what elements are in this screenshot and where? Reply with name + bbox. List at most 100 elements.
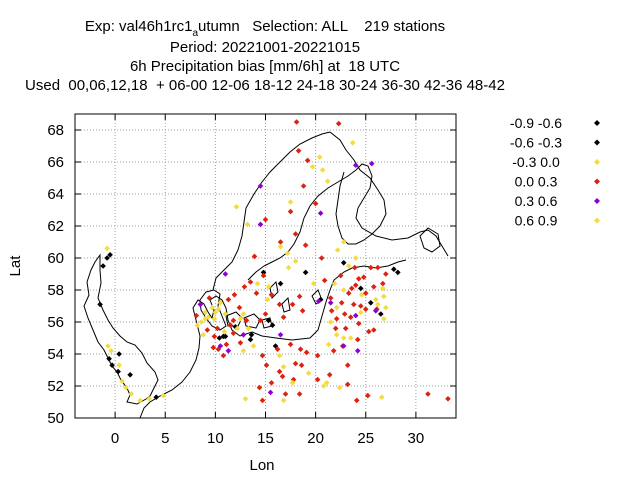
data-point xyxy=(250,343,257,349)
data-point xyxy=(357,309,364,316)
data-point xyxy=(345,290,352,296)
data-point xyxy=(355,276,362,282)
data-point xyxy=(330,348,337,354)
data-point xyxy=(262,311,269,317)
data-point xyxy=(116,351,122,357)
data-point xyxy=(236,304,243,311)
data-point xyxy=(242,396,249,402)
data-point xyxy=(324,178,331,184)
data-point xyxy=(216,335,223,341)
data-point xyxy=(353,397,360,404)
data-point xyxy=(349,140,356,146)
data-point xyxy=(321,277,328,284)
data-point xyxy=(304,157,311,164)
data-point xyxy=(287,199,294,205)
data-point xyxy=(127,372,133,378)
data-point xyxy=(352,312,359,319)
data-point xyxy=(295,148,302,154)
x-axis-ticks: 0 5 10 15 20 25 30 xyxy=(111,114,424,447)
data-point xyxy=(280,314,287,320)
data-point xyxy=(241,284,248,290)
data-point xyxy=(372,296,379,303)
legend-marker xyxy=(594,139,600,146)
data-point xyxy=(338,300,345,306)
data-point xyxy=(352,282,359,288)
data-point xyxy=(222,333,229,340)
data-point xyxy=(320,383,327,389)
data-point xyxy=(331,280,338,287)
data-point xyxy=(381,316,387,322)
data-point xyxy=(119,378,125,384)
data-point xyxy=(240,348,247,354)
legend-label: 0.6 0.9 xyxy=(515,213,558,229)
data-point xyxy=(205,314,212,320)
data-point xyxy=(337,272,344,279)
data-point xyxy=(210,344,217,351)
data-point xyxy=(364,392,371,399)
x-tick-label: 5 xyxy=(161,430,169,447)
data-point xyxy=(312,200,319,207)
data-point xyxy=(287,208,294,215)
data-point xyxy=(317,296,324,303)
data-point xyxy=(240,332,247,338)
data-point xyxy=(340,335,347,341)
data-point xyxy=(223,341,230,348)
data-point xyxy=(100,263,106,269)
title-line-4: Used 00,06,12,18 + 06-00 12-06 18-12 24-… xyxy=(25,77,505,94)
data-point xyxy=(340,287,347,293)
data-point xyxy=(327,300,334,306)
data-point xyxy=(280,397,287,404)
data-point xyxy=(340,343,347,349)
y-tick-label: 66 xyxy=(47,154,64,171)
data-point xyxy=(347,335,354,341)
title-line-1: Exp: val46h1rc1autumn Selection: ALL 219… xyxy=(0,17,530,39)
data-point xyxy=(344,362,351,368)
x-tick-label: 25 xyxy=(357,430,374,447)
y-axis-ticks: 50 52 54 56 58 60 62 64 66 68 xyxy=(47,122,456,427)
data-point xyxy=(153,394,160,400)
data-point xyxy=(105,343,111,349)
data-point xyxy=(263,362,270,368)
data-point xyxy=(197,301,204,308)
data-point xyxy=(341,311,348,317)
coast-continent-west xyxy=(139,259,407,418)
data-point xyxy=(317,210,324,216)
data-point xyxy=(202,309,209,316)
data-point xyxy=(257,317,264,324)
y-tick-label: 54 xyxy=(47,346,64,363)
data-point xyxy=(264,296,271,303)
data-point xyxy=(289,380,296,386)
data-point xyxy=(327,295,334,301)
title-line-1-subscript: a xyxy=(192,28,199,39)
data-point xyxy=(247,279,254,285)
data-point xyxy=(268,292,275,298)
data-point xyxy=(352,255,359,261)
data-point xyxy=(314,352,321,359)
data-point xyxy=(245,325,252,332)
data-point xyxy=(351,264,358,271)
title-line-1-start: Exp: val46h1rc1 xyxy=(84,18,193,35)
data-point xyxy=(202,316,209,322)
data-point xyxy=(230,317,237,324)
data-point xyxy=(333,316,340,322)
data-point xyxy=(269,322,276,328)
data-point xyxy=(256,384,263,391)
data-point xyxy=(225,348,232,354)
data-point xyxy=(146,396,152,402)
data-point xyxy=(276,368,283,375)
data-point xyxy=(104,245,110,252)
data-point xyxy=(198,319,205,325)
x-tick-label: 20 xyxy=(307,430,324,447)
data-point xyxy=(282,391,289,397)
data-point xyxy=(336,384,343,391)
grid xyxy=(75,114,456,419)
data-point xyxy=(383,304,389,311)
data-point xyxy=(211,316,218,322)
data-point xyxy=(276,301,283,308)
data-point xyxy=(292,231,299,237)
data-point xyxy=(316,154,323,160)
data-point xyxy=(221,328,228,335)
legend-label: -0.9 -0.6 xyxy=(510,115,562,131)
data-point xyxy=(209,304,216,311)
